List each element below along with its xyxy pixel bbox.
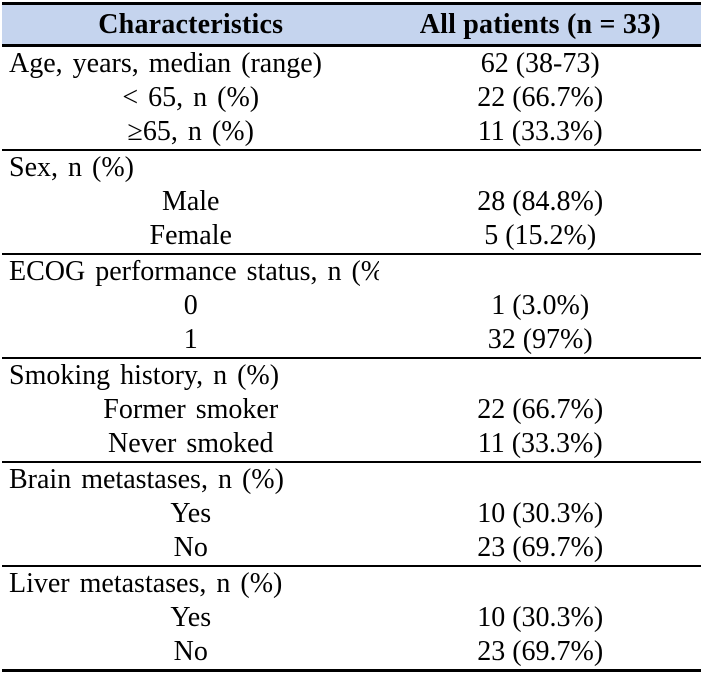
row-label: < 65, n (%)	[122, 82, 260, 113]
row-label: 1	[183, 324, 198, 355]
table-row: Yes 10 (30.3%)	[2, 497, 701, 531]
table-row: Smoking history, n (%)	[2, 357, 701, 393]
row-label: Yes	[170, 498, 212, 529]
table-row: Liver metastases, n (%)	[2, 565, 701, 601]
row-value: 10 (30.3%)	[477, 498, 604, 529]
row-label: Never smoked	[107, 428, 274, 459]
row-value: 23 (69.7%)	[477, 636, 604, 667]
table-row: ≥65, n (%) 11 (33.3%)	[2, 115, 701, 150]
header-cell-characteristics: Characteristics	[2, 3, 380, 47]
row-value	[379, 461, 701, 497]
row-label: ECOG performance status, n (%)	[2, 253, 380, 289]
row-value: 11 (33.3%)	[477, 116, 603, 147]
row-value: 1 (3.0%)	[491, 290, 590, 321]
row-label: Brain metastases, n (%)	[2, 461, 380, 497]
row-value	[379, 565, 701, 601]
table-row: 1 32 (97%)	[2, 323, 701, 358]
table-row: Sex, n (%)	[2, 149, 701, 185]
patient-characteristics-table-wrap: Characteristics All patients (n = 33) Ag…	[2, 2, 702, 672]
row-label: Liver metastases, n (%)	[2, 565, 380, 601]
row-value: 22 (66.7%)	[477, 82, 604, 113]
row-label: Smoking history, n (%)	[2, 357, 380, 393]
table-row: Female 5 (15.2%)	[2, 219, 701, 254]
row-value: 28 (84.8%)	[477, 186, 604, 217]
table-row: Former smoker 22 (66.7%)	[2, 393, 701, 427]
row-value: 32 (97%)	[487, 324, 593, 355]
row-label: Yes	[170, 602, 212, 633]
table-row: ECOG performance status, n (%)	[2, 253, 701, 289]
table-row: Yes 10 (30.3%)	[2, 601, 701, 635]
row-value	[379, 357, 701, 393]
row-label: Male	[161, 186, 220, 217]
table-row: < 65, n (%) 22 (66.7%)	[2, 81, 701, 115]
table-row: Never smoked 11 (33.3%)	[2, 427, 701, 462]
row-label: No	[173, 636, 208, 667]
row-value: 11 (33.3%)	[477, 428, 603, 459]
row-value: 10 (30.3%)	[477, 602, 604, 633]
table-row: No 23 (69.7%)	[2, 635, 701, 671]
table-row: 0 1 (3.0%)	[2, 289, 701, 323]
table-row: Age, years, median (range) 62 (38-73)	[2, 46, 701, 82]
row-value: 62 (38-73)	[480, 48, 600, 79]
row-label: ≥65, n (%)	[127, 116, 254, 147]
patient-characteristics-table: Characteristics All patients (n = 33) Ag…	[2, 2, 701, 672]
row-label: Age, years, median (range)	[9, 48, 322, 79]
header-cell-all-patients: All patients (n = 33)	[379, 3, 701, 47]
row-label: 0	[183, 290, 198, 321]
table-header-row: Characteristics All patients (n = 33)	[2, 3, 701, 47]
row-value: 22 (66.7%)	[477, 394, 604, 425]
table-row: No 23 (69.7%)	[2, 531, 701, 566]
row-label: Female	[149, 220, 232, 251]
row-value: 5 (15.2%)	[484, 220, 597, 251]
row-label: Former smoker	[103, 394, 279, 425]
row-value	[379, 149, 701, 185]
row-label: No	[173, 532, 208, 563]
table-row: Male 28 (84.8%)	[2, 185, 701, 219]
row-label: Sex, n (%)	[2, 149, 380, 185]
row-value	[379, 253, 701, 289]
table-row: Brain metastases, n (%)	[2, 461, 701, 497]
row-value: 23 (69.7%)	[477, 532, 604, 563]
